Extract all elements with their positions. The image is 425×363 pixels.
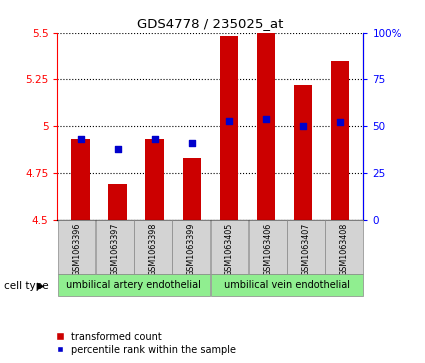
Bar [294, 85, 312, 220]
Bar [71, 139, 90, 220]
Bar [249, 220, 286, 274]
Bar [211, 220, 248, 274]
Point [337, 119, 343, 125]
Bar [220, 36, 238, 220]
Text: GSM1063398: GSM1063398 [148, 222, 158, 276]
Text: cell type: cell type [4, 281, 49, 291]
Text: GSM1063399: GSM1063399 [187, 222, 196, 276]
Bar [257, 33, 275, 220]
Text: GSM1063405: GSM1063405 [225, 222, 234, 276]
Point [263, 116, 269, 122]
Text: GSM1063396: GSM1063396 [72, 222, 81, 276]
Bar [287, 220, 325, 274]
Bar [58, 274, 210, 296]
Bar [145, 139, 164, 220]
Point [188, 140, 195, 146]
Bar [58, 220, 95, 274]
Bar [108, 184, 127, 220]
Point [114, 146, 121, 151]
Text: GSM1063407: GSM1063407 [301, 222, 311, 276]
Point [300, 123, 306, 129]
Legend: transformed count, percentile rank within the sample: transformed count, percentile rank withi… [56, 331, 236, 355]
Point [151, 136, 158, 142]
Bar [331, 61, 349, 220]
Text: ▶: ▶ [37, 281, 45, 291]
Text: GSM1063406: GSM1063406 [263, 222, 272, 276]
Text: GSM1063408: GSM1063408 [340, 222, 349, 276]
Bar [96, 220, 133, 274]
Bar [211, 274, 363, 296]
Point [77, 136, 84, 142]
Text: GSM1063397: GSM1063397 [110, 222, 119, 276]
Bar [173, 220, 210, 274]
Bar [134, 220, 172, 274]
Bar [183, 158, 201, 220]
Bar [326, 220, 363, 274]
Text: umbilical vein endothelial: umbilical vein endothelial [224, 280, 350, 290]
Point [226, 118, 232, 123]
Title: GDS4778 / 235025_at: GDS4778 / 235025_at [137, 17, 283, 30]
Text: umbilical artery endothelial: umbilical artery endothelial [66, 280, 201, 290]
